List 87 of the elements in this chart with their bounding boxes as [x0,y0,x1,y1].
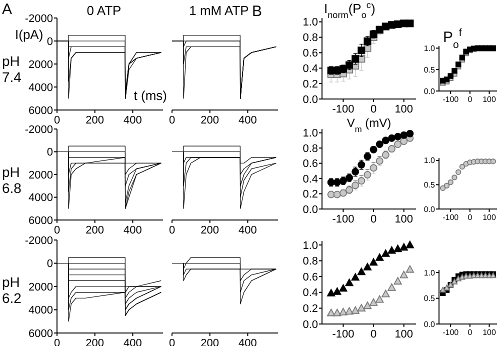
x-tick-label: 100 [394,328,414,340]
y-axis-title: I(pA) [15,27,44,42]
y-tick-label: -2000 [24,124,53,136]
y-tick-label: 0 [46,146,53,159]
y-tick-label: 1.0 [302,16,318,29]
text: pH 6.8 [2,164,22,196]
text: pH 6.2 [2,274,22,306]
x-axis-title: V$_{m}$ (mV) [346,116,392,134]
x-tick-label: 0 [468,328,473,337]
x-tick-label: 0 [168,224,176,236]
x-tick-label: 400 [124,337,142,346]
y-tick-label: 0.0 [302,318,318,331]
x-tick-label: 200 [200,337,220,346]
y-tick-label: 1.0 [424,44,436,53]
y-tick-label: 1.0 [424,156,436,166]
annotation: B [252,3,262,20]
y-tick-label: 0.6 [302,271,318,284]
y-tick-label: 2000 [28,281,53,294]
x-tick-label: -100 [332,103,354,116]
x-tick-label: 200 [86,337,104,346]
x-tick-label: 400 [238,114,257,126]
x-tick-label: 400 [124,114,142,126]
x-tick-label: 100 [482,328,496,337]
x-tick-label: -100 [332,213,354,226]
y-tick-label: 0.2 [302,188,318,201]
x-tick-label: 0 [54,337,60,346]
x-tick-label: 0 [370,213,377,226]
y-tick-label: 0.5 [424,65,436,74]
y-tick-label: 0.0 [302,94,318,106]
chart-title: 1 mM ATP [189,3,249,18]
x-tick-label: 0 [168,337,176,346]
y-tick-label: 1.0 [302,240,318,252]
y-tick-label: 2000 [28,169,53,182]
y-tick-label: 0.5 [424,294,436,304]
text: A [2,1,12,18]
y-tick-label: 0.0 [424,86,436,96]
y-tick-label: 0.5 [424,180,436,190]
text: pH 7.4 [2,53,22,86]
y-tick-label: 0.2 [302,78,318,90]
y-tick-label: -2000 [24,234,53,247]
y-tick-label: 0.0 [302,204,318,216]
y-tick-label: 0.4 [302,173,318,186]
x-tick-label: 100 [394,103,414,116]
y-tick-label: 4000 [28,304,53,317]
y-tick-label: 6000 [28,328,53,340]
x-tick-label: 400 [124,224,142,236]
y-tick-label: 4000 [28,192,53,204]
x-tick-label: 0 [168,114,176,126]
y-tick-label: 4000 [28,82,53,94]
y-tick-label: 0.4 [302,62,318,75]
x-tick-label: 0 [370,328,377,340]
y-tick-label: 0 [46,258,53,270]
x-tick-label: 0 [370,103,377,116]
y-tick-label: 0.8 [302,256,318,268]
x-tick-label: 200 [200,224,220,236]
x-tick-label: 200 [86,224,104,236]
y-tick-label: 0.6 [302,158,318,170]
x-tick-label: 400 [238,224,257,236]
x-tick-label: 0 [468,94,473,104]
y-tick-label: 1.0 [302,128,318,140]
chart-title: 0 ATP [86,3,122,18]
y-tick-label: 0 [46,36,53,48]
x-tick-label: 200 [200,114,220,126]
y-tick-label: 1.0 [424,268,436,278]
x-axis-title: t (ms) [134,88,167,103]
y-tick-label: 0.8 [302,32,318,44]
x-tick-label: 100 [482,94,496,104]
y-tick-label: 0.0 [424,320,436,329]
y-tick-label: 2000 [28,58,53,71]
x-tick-label: 400 [238,337,257,346]
x-tick-label: 100 [482,212,496,222]
x-tick-label: 200 [86,114,104,126]
x-tick-label: -100 [332,328,354,340]
y-tick-label: 0.8 [302,142,318,155]
y-tick-label: -2000 [24,12,53,25]
y-tick-label: 6000 [28,104,53,117]
y-tick-label: 0.4 [302,287,318,300]
x-tick-label: 100 [394,213,414,226]
x-tick-label: -100 [442,94,460,104]
y-tick-label: 6000 [28,214,53,227]
y-tick-label: 0.6 [302,48,318,60]
y-axis-title: I$_{norm}$(P$_{o}$$^{c}$) [324,0,376,20]
x-tick-label: -100 [442,328,460,337]
y-tick-label: 0.2 [302,303,318,316]
y-tick-label: 0.0 [424,204,436,214]
x-tick-label: 0 [468,212,473,222]
x-tick-label: -100 [442,212,460,222]
